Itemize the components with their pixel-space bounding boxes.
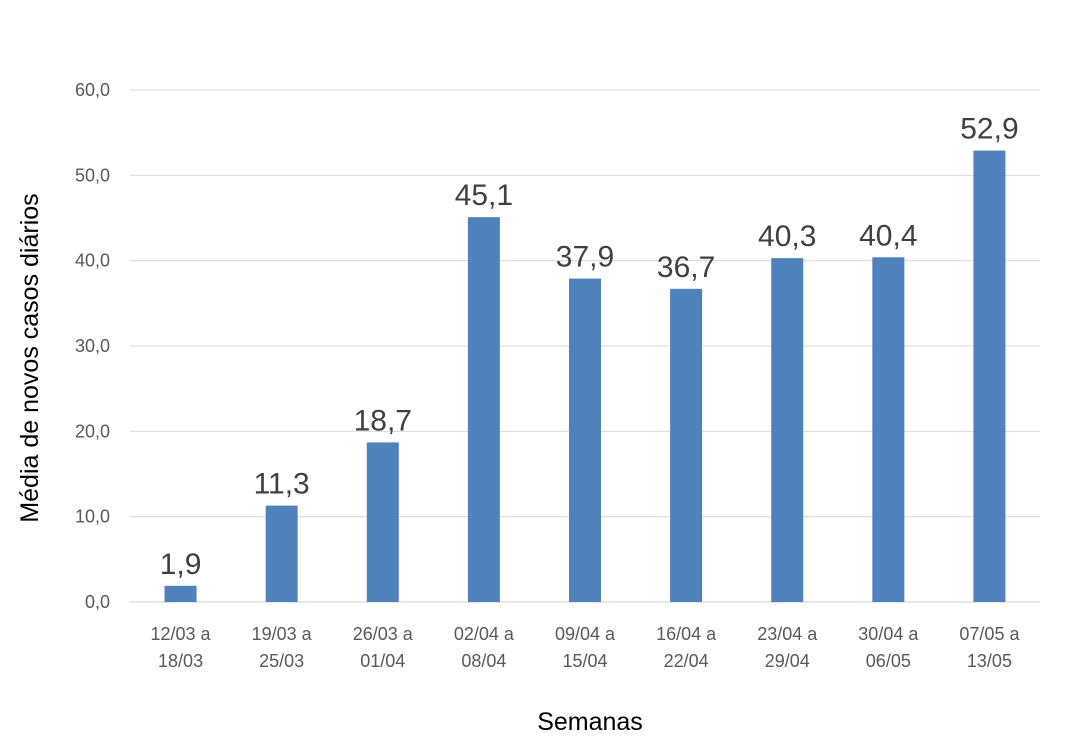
bar [872,257,905,602]
x-tick-label: 16/04 a 22/04 [656,624,717,671]
bar [569,278,601,602]
y-axis-ticks: 0,0 10,0 20,0 30,0 40,0 50,0 60,0 [75,80,110,612]
data-label: 36,7 [657,251,715,284]
bar [265,505,298,602]
data-label: 18,7 [354,404,412,437]
x-tick-label: 19/03 a 25/03 [252,624,313,671]
bar [366,442,399,602]
bar [164,585,197,602]
y-tick-label: 50,0 [75,165,110,185]
x-tick-label: 07/05 a 13/05 [959,624,1020,671]
y-tick-label: 0,0 [85,592,110,612]
bar [467,217,500,602]
x-axis-title: Semanas [537,708,643,736]
y-tick-label: 10,0 [75,507,110,527]
x-axis-ticks: 12/03 a 18/03 19/03 a 25/03 26/03 a 01/04 02/0… [151,624,1021,671]
x-tick-label: 12/03 a 18/03 [151,624,212,671]
bar [973,150,1006,602]
bar [670,288,703,602]
x-tick-label: 26/03 a 01/04 [353,624,414,671]
y-tick-label: 20,0 [75,421,110,441]
data-label: 52,9 [960,113,1018,146]
data-label: 45,1 [455,179,513,212]
data-label: 40,3 [758,220,816,253]
data-label: 40,4 [859,219,917,252]
y-tick-label: 30,0 [75,336,110,356]
y-tick-label: 60,0 [75,80,110,100]
x-tick-label: 23/04 a 29/04 [757,624,818,671]
x-tick-label: 02/04 a 08/04 [454,624,515,671]
data-label: 37,9 [556,241,614,274]
data-labels: 1,9 11,3 18,7 45,1 37,9 36,7 40,3 40,4 52,9 [160,113,1019,581]
bars [164,150,1006,602]
x-tick-label: 09/04 a 15/04 [555,624,616,671]
data-label: 1,9 [160,548,202,581]
y-tick-label: 40,0 [75,251,110,271]
data-label: 11,3 [254,468,310,501]
x-tick-label: 30/04 a 06/05 [858,624,919,671]
bar [771,258,804,602]
y-axis-title: Média de novos casos diários [16,193,44,522]
